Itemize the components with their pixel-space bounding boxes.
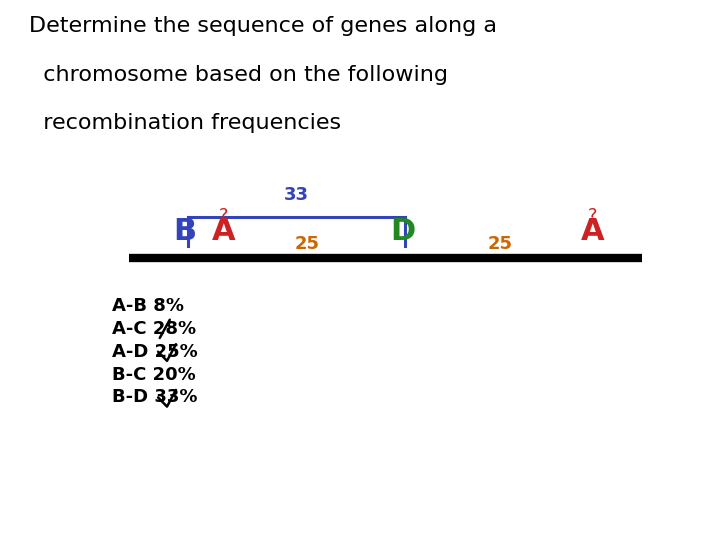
Text: B-C 20%: B-C 20% [112, 366, 196, 383]
Text: A: A [580, 217, 604, 246]
Text: A-C 28%: A-C 28% [112, 320, 197, 338]
Text: B: B [174, 217, 197, 246]
Text: D: D [390, 217, 415, 246]
Text: A: A [212, 217, 235, 246]
Text: B-D 33%: B-D 33% [112, 388, 198, 407]
Text: Determine the sequence of genes along a: Determine the sequence of genes along a [29, 16, 497, 36]
Text: A-D 25%: A-D 25% [112, 343, 198, 361]
Text: ?: ? [588, 207, 597, 225]
Text: 25: 25 [487, 235, 513, 253]
Text: recombination frequencies: recombination frequencies [29, 113, 341, 133]
Text: chromosome based on the following: chromosome based on the following [29, 65, 448, 85]
Text: A-B 8%: A-B 8% [112, 297, 184, 315]
Text: 25: 25 [295, 235, 320, 253]
Text: 33: 33 [284, 186, 309, 204]
Text: ?: ? [219, 207, 229, 225]
